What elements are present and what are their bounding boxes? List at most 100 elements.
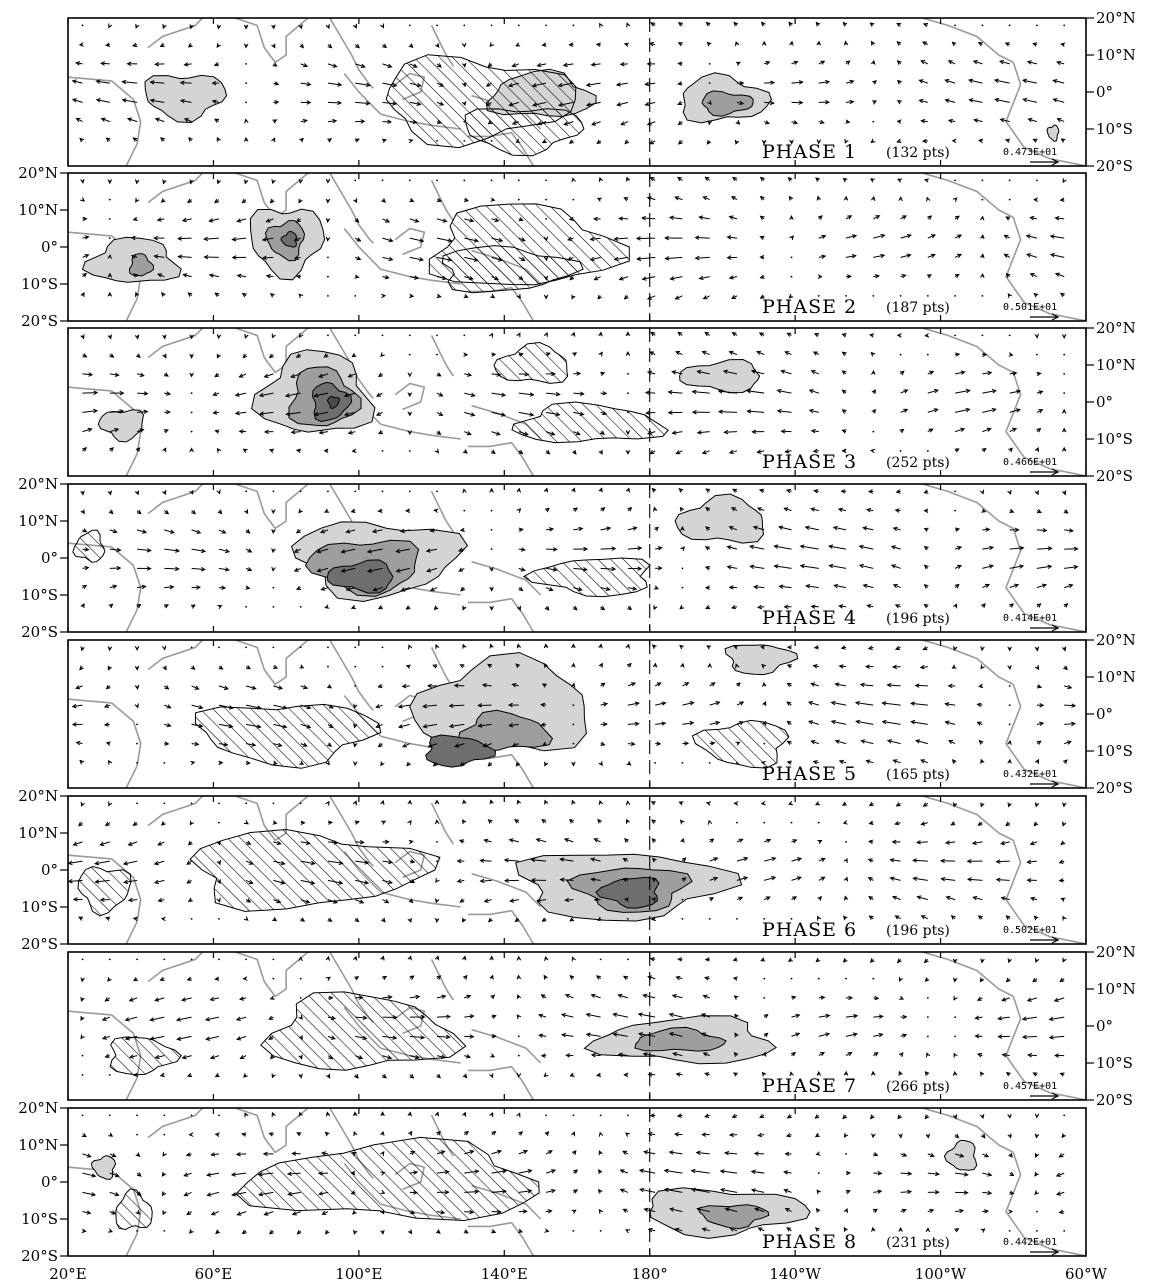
wind-vector xyxy=(594,276,601,281)
calm-wind-dot xyxy=(763,977,766,980)
wind-arrowhead xyxy=(845,119,851,124)
wind-arrowhead xyxy=(1036,371,1042,377)
wind-arrowhead xyxy=(149,1036,155,1041)
wind-arrowhead xyxy=(955,352,961,357)
wind-arrowhead xyxy=(785,1132,791,1138)
wind-arrowhead xyxy=(738,896,744,901)
wind-arrowhead xyxy=(1058,859,1064,864)
calm-wind-dot xyxy=(708,761,711,764)
wind-vector xyxy=(128,841,138,846)
wind-arrowhead xyxy=(515,138,521,143)
wind-vector xyxy=(464,1015,474,1018)
wind-arrowhead xyxy=(914,683,920,688)
wind-arrowhead xyxy=(530,857,536,863)
wind-arrowhead xyxy=(189,489,194,495)
wind-arrowhead xyxy=(627,605,633,611)
wind-arrowhead xyxy=(324,508,330,513)
wind-arrowhead xyxy=(541,818,547,824)
calm-wind-dot xyxy=(517,24,520,27)
wind-arrowhead xyxy=(561,1032,567,1038)
wind-arrowhead xyxy=(186,1072,193,1078)
wind-arrowhead xyxy=(571,1150,577,1155)
wind-vector xyxy=(232,237,247,241)
wind-arrowhead xyxy=(306,704,312,710)
wind-arrowhead xyxy=(216,43,221,49)
wind-arrowhead xyxy=(1009,1171,1015,1177)
wind-arrowhead xyxy=(734,1013,739,1019)
wind-arrowhead xyxy=(979,489,985,495)
lon-label: 180° xyxy=(632,1265,668,1283)
wind-vector xyxy=(729,276,738,279)
wind-arrowhead xyxy=(440,1054,447,1059)
wind-vector xyxy=(702,450,710,454)
wind-vector xyxy=(627,682,636,687)
wind-arrowhead xyxy=(789,40,794,46)
wind-vector xyxy=(235,392,247,396)
wind-vector xyxy=(927,1172,939,1175)
wind-arrowhead xyxy=(849,99,855,105)
wind-vector xyxy=(1026,235,1038,239)
wind-arrowhead xyxy=(870,40,876,46)
wind-arrowhead xyxy=(244,118,249,124)
coastline xyxy=(394,227,426,256)
lat-label: 10°N xyxy=(18,1136,58,1154)
wind-arrowhead xyxy=(912,858,918,863)
wind-arrowhead xyxy=(206,1172,212,1177)
wind-arrowhead xyxy=(75,740,81,746)
wind-arrowhead xyxy=(408,839,414,845)
wind-arrowhead xyxy=(758,332,764,337)
calm-wind-dot xyxy=(490,528,493,531)
dry-anomaly xyxy=(109,1036,182,1076)
wind-arrowhead xyxy=(141,529,148,534)
wind-arrowhead xyxy=(722,369,728,374)
wind-arrowhead xyxy=(109,447,115,452)
wind-arrowhead xyxy=(677,81,683,86)
wind-arrowhead xyxy=(572,449,577,455)
wind-vector xyxy=(518,1150,528,1155)
wind-vector xyxy=(627,723,639,725)
wind-vector xyxy=(975,1016,983,1019)
wind-vector xyxy=(954,428,965,433)
wind-arrowhead xyxy=(750,1188,756,1193)
wind-arrowhead xyxy=(410,859,416,864)
wind-arrowhead xyxy=(638,1168,645,1173)
wind-vector xyxy=(911,702,928,706)
wind-arrowhead xyxy=(786,1227,792,1232)
wind-arrowhead xyxy=(246,840,252,845)
wind-arrowhead xyxy=(705,526,711,531)
wind-arrowhead xyxy=(503,878,509,883)
wind-arrowhead xyxy=(880,233,886,239)
wind-arrowhead xyxy=(95,98,101,103)
wind-arrowhead xyxy=(920,759,926,764)
wind-arrowhead xyxy=(944,702,950,707)
wind-vector xyxy=(591,878,601,881)
wind-arrowhead xyxy=(726,235,732,240)
wind-arrowhead xyxy=(940,876,946,882)
wind-arrowhead xyxy=(154,61,160,67)
wind-vector xyxy=(747,410,765,413)
wind-arrowhead xyxy=(753,584,759,590)
wind-arrowhead xyxy=(268,448,275,453)
wind-arrowhead xyxy=(1004,42,1010,47)
wind-vector xyxy=(436,82,444,87)
wind-vector xyxy=(218,685,229,690)
wind-arrowhead xyxy=(214,976,220,981)
wind-arrowhead xyxy=(760,645,766,650)
wind-arrowhead xyxy=(838,664,844,669)
wind-arrowhead xyxy=(71,703,77,709)
calm-wind-dot xyxy=(245,490,248,493)
wind-arrowhead xyxy=(214,118,220,123)
wind-arrowhead xyxy=(957,546,963,551)
wind-arrowhead xyxy=(477,703,483,708)
wind-arrowhead xyxy=(571,662,576,668)
wind-arrowhead xyxy=(80,977,85,983)
wind-arrowhead xyxy=(441,994,447,999)
wind-arrowhead xyxy=(1007,758,1012,764)
calm-wind-dot xyxy=(108,958,111,961)
wind-arrowhead xyxy=(124,1017,130,1022)
wind-arrowhead xyxy=(622,877,628,882)
wind-arrowhead xyxy=(378,430,384,435)
wind-vector xyxy=(818,1014,830,1018)
wind-arrowhead xyxy=(814,1132,820,1138)
wind-vector xyxy=(699,276,710,280)
